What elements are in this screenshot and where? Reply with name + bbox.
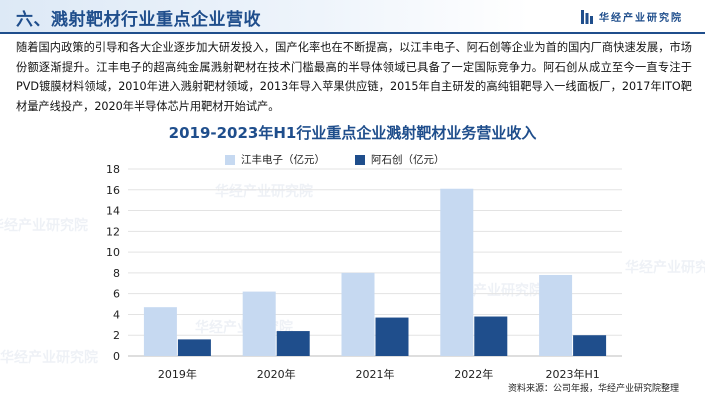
- bar-ashichuang: [177, 339, 211, 356]
- y-tick-label: 12: [106, 225, 120, 238]
- y-tick-label: 4: [113, 308, 120, 321]
- legend-item-jiangfeng: 江丰电子（亿元）: [225, 152, 325, 167]
- y-tick-label: 6: [113, 288, 120, 301]
- chart-title: 2019-2023年H1行业重点企业溅射靶材业务营业收入: [168, 124, 537, 142]
- bar-ashichuang: [573, 335, 607, 356]
- x-tick-label: 2022年: [454, 367, 493, 381]
- bar-jiangfeng: [440, 188, 474, 356]
- watermark-text: 华经产业研究院: [0, 217, 88, 234]
- chart-bars: [143, 188, 607, 356]
- y-axis-ticks: 0 2 4 6 8 10 12 14 16 18: [106, 163, 120, 363]
- x-tick-label: 2023年H1: [545, 367, 599, 381]
- watermark-text: 华经产业研究院: [215, 183, 313, 200]
- legend-label-ashichuang: 阿石创（亿元）: [371, 154, 445, 166]
- bar-ashichuang: [375, 317, 409, 356]
- x-tick-label: 2019年: [158, 367, 197, 381]
- x-tick-label: 2020年: [257, 367, 296, 381]
- y-tick-label: 2: [113, 329, 120, 342]
- brand: 华经产业研究院: [581, 9, 683, 24]
- bar-ashichuang: [276, 331, 310, 356]
- header-divider: [0, 32, 705, 34]
- body-paragraph: 随着国内政策的引导和各大企业逐步加大研发投入，国产化率也在不断提高，以江丰电子、…: [16, 41, 692, 113]
- y-tick-label: 16: [106, 184, 120, 197]
- y-tick-label: 18: [106, 163, 120, 176]
- page-title: 六、溅射靶材行业重点企业营收: [16, 10, 261, 30]
- bar-jiangfeng: [539, 274, 573, 356]
- y-tick-label: 0: [113, 350, 120, 363]
- bar-jiangfeng: [143, 307, 177, 356]
- x-axis-ticks: 2019年 2020年 2021年 2022年 2023年H1: [158, 367, 600, 381]
- header-bar: 六、溅射靶材行业重点企业营收 华经产业研究院: [0, 0, 705, 32]
- y-tick-label: 8: [113, 267, 120, 280]
- bar-jiangfeng: [341, 272, 375, 356]
- chart-legend: 江丰电子（亿元） 阿石创（亿元）: [225, 152, 445, 167]
- watermark-text: 华经产业研究院: [625, 259, 705, 276]
- source-note: 资料来源：公司年报，华经产业研究院整理: [507, 384, 679, 394]
- legend-label-jiangfeng: 江丰电子（亿元）: [241, 154, 325, 166]
- y-tick-label: 10: [106, 246, 120, 259]
- brand-logo-icon: [581, 9, 593, 24]
- legend-swatch-ashichuang: [355, 154, 365, 165]
- bar-ashichuang: [474, 316, 508, 356]
- bar-jiangfeng: [242, 291, 276, 356]
- watermark-text: 华经产业研究院: [0, 349, 98, 366]
- brand-name: 华经产业研究院: [599, 13, 683, 24]
- y-tick-label: 14: [106, 205, 120, 218]
- legend-swatch-jiangfeng: [225, 154, 235, 165]
- legend-item-ashichuang: 阿石创（亿元）: [355, 152, 445, 167]
- x-tick-label: 2021年: [356, 367, 395, 381]
